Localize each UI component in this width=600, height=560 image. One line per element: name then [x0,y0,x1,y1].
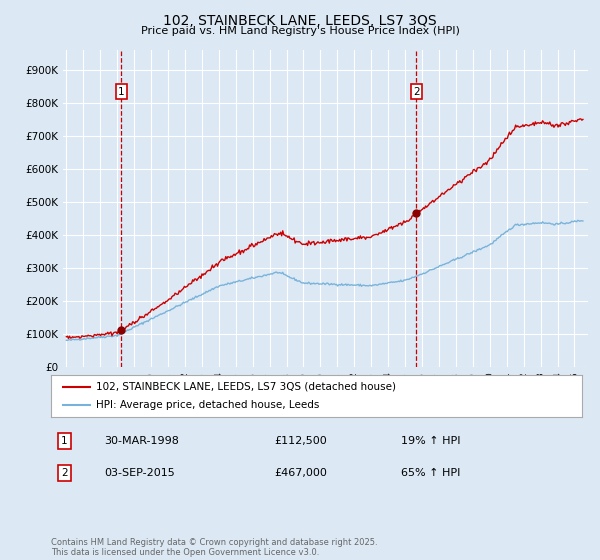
Text: Price paid vs. HM Land Registry's House Price Index (HPI): Price paid vs. HM Land Registry's House … [140,26,460,36]
Text: 65% ↑ HPI: 65% ↑ HPI [401,468,461,478]
Text: Contains HM Land Registry data © Crown copyright and database right 2025.
This d: Contains HM Land Registry data © Crown c… [51,538,377,557]
Text: 30-MAR-1998: 30-MAR-1998 [104,436,179,446]
Text: HPI: Average price, detached house, Leeds: HPI: Average price, detached house, Leed… [96,400,320,410]
Text: 2: 2 [413,87,420,96]
Text: 03-SEP-2015: 03-SEP-2015 [104,468,175,478]
Text: 1: 1 [61,436,68,446]
Text: 102, STAINBECK LANE, LEEDS, LS7 3QS (detached house): 102, STAINBECK LANE, LEEDS, LS7 3QS (det… [96,382,396,392]
Text: 2: 2 [61,468,68,478]
Text: 102, STAINBECK LANE, LEEDS, LS7 3QS: 102, STAINBECK LANE, LEEDS, LS7 3QS [163,14,437,28]
Text: £467,000: £467,000 [274,468,327,478]
Text: 1: 1 [118,87,125,96]
Text: 19% ↑ HPI: 19% ↑ HPI [401,436,461,446]
Text: £112,500: £112,500 [274,436,327,446]
